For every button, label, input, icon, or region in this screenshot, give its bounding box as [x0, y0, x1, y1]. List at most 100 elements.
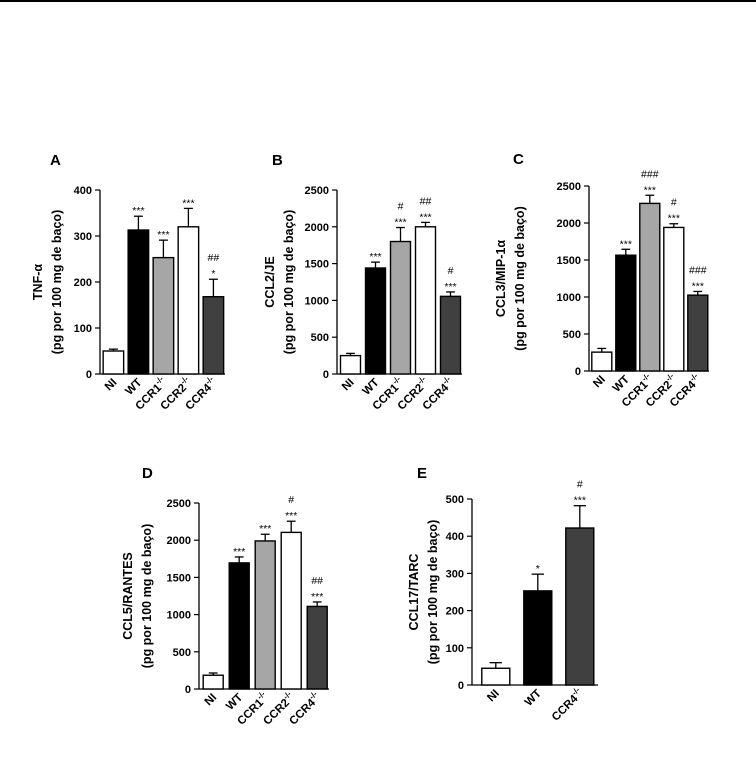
panel-c: C 0 500 1000 1500 2000 2500 CCL3/MIP-1α (pg por … [494, 151, 709, 410]
panel-label: B [272, 152, 283, 169]
category-base: CCR2 [261, 697, 292, 728]
y-tick-label: 0 [323, 369, 329, 381]
significance-stars: *** [574, 495, 586, 507]
top-rule [0, 0, 756, 2]
y-tick-label: 100 [74, 323, 92, 335]
category-label: NI [103, 377, 120, 394]
significance-stars: * [211, 268, 215, 280]
panel-d: D 0 500 1000 1500 2000 2500 CCL5/RANTES (pg por … [121, 465, 329, 728]
category-label: NI [591, 374, 608, 391]
bar [663, 226, 685, 372]
y-axis-subtitle: (pg por 100 mg de baço) [50, 210, 64, 354]
category-base: CCR2 [159, 382, 190, 413]
significance-hash: # [448, 265, 454, 277]
significance-stars: *** [259, 523, 271, 535]
y-tick-label: 300 [74, 231, 92, 243]
significance-hash: ## [311, 575, 323, 587]
significance-hash: # [577, 479, 583, 491]
category-superscript: -/- [204, 374, 216, 386]
y-tick-label: 1000 [305, 295, 329, 307]
significance-stars: *** [369, 251, 381, 263]
category-base: NI [485, 688, 502, 705]
category-superscript: -/- [416, 374, 428, 386]
category-superscript: -/- [154, 374, 166, 386]
category-base: WT [523, 688, 544, 709]
y-tick-label: 400 [74, 185, 92, 197]
panel-label: A [50, 152, 61, 169]
bar [202, 296, 225, 375]
significance-stars: *** [419, 211, 431, 223]
bar [615, 254, 637, 372]
category-base: CCR4 [550, 693, 581, 724]
category-superscript: -/- [391, 374, 403, 386]
bar [306, 605, 328, 690]
y-tick-label: 2000 [305, 222, 329, 234]
significance-hash: # [288, 494, 294, 506]
significance-hash: # [398, 201, 404, 213]
significance-stars: *** [132, 205, 144, 217]
y-axis-subtitle: (pg por 100 mg de baço) [140, 524, 154, 668]
panel-label: E [417, 465, 427, 482]
y-axis-subtitle: (pg por 100 mg de baço) [513, 206, 527, 350]
bar [254, 540, 276, 690]
significance-hash: ### [689, 264, 707, 276]
category-label: NI [485, 688, 502, 705]
category-base: CCR2 [396, 382, 427, 413]
y-tick-label: 1000 [557, 292, 581, 304]
panel-e: E 0 100 200 300 400 500 CCL17/TARC (pg por 100 m… [407, 465, 598, 724]
y-tick-label: 400 [446, 531, 464, 543]
category-superscript: -/- [688, 371, 700, 383]
y-tick-label: 0 [458, 680, 464, 692]
category-superscript: -/- [441, 374, 453, 386]
category-base: NI [591, 374, 608, 391]
bar [339, 354, 362, 375]
bar [687, 294, 709, 372]
bar [389, 240, 412, 375]
significance-stars: *** [157, 229, 169, 241]
y-tick-label: 0 [185, 684, 191, 696]
y-tick-label: 200 [446, 606, 464, 618]
significance-stars: *** [444, 281, 456, 293]
category-base: CCR4 [421, 382, 452, 413]
y-axis-title: CCL3/MIP-1α [494, 240, 508, 317]
category-superscript: -/- [179, 374, 191, 386]
bar [364, 267, 387, 375]
significance-stars: *** [233, 546, 245, 558]
y-tick-label: 2500 [305, 185, 329, 197]
y-tick-label: 2000 [167, 535, 191, 547]
significance-stars: *** [182, 197, 194, 209]
category-base: CCR4 [287, 697, 318, 728]
y-tick-label: 2000 [557, 218, 581, 230]
y-tick-label: 500 [173, 647, 191, 659]
significance-stars: *** [668, 213, 680, 225]
category-base: WT [224, 692, 245, 713]
bar [177, 226, 200, 375]
y-tick-label: 300 [446, 568, 464, 580]
category-superscript: -/- [307, 689, 319, 701]
bar [523, 590, 553, 686]
y-tick-label: 0 [575, 366, 581, 378]
category-label: WT [224, 692, 245, 713]
y-tick-label: 2500 [167, 498, 191, 510]
panel-label: C [513, 151, 524, 168]
y-tick-label: 500 [446, 494, 464, 506]
significance-hash: # [671, 197, 677, 209]
panel-b: B 0 500 1000 1500 2000 2500 CCL2/JE (pg por 100 … [263, 152, 462, 413]
significance-stars: *** [644, 184, 656, 196]
category-superscript: -/- [640, 371, 652, 383]
y-axis-subtitle: (pg por 100 mg de baço) [282, 210, 296, 354]
y-tick-label: 500 [311, 332, 329, 344]
bar [102, 350, 125, 375]
category-label: NI [203, 692, 220, 709]
category-label: WT [360, 377, 381, 398]
category-base: CCR4 [184, 382, 215, 413]
category-base: NI [203, 692, 220, 709]
bar [481, 667, 511, 686]
y-tick-label: 500 [563, 329, 581, 341]
category-label: CCR4-/- [548, 685, 586, 723]
y-tick-label: 2500 [557, 181, 581, 193]
y-axis-title: CCL17/TARC [407, 554, 421, 631]
bar [127, 229, 150, 375]
y-tick-label: 0 [86, 369, 92, 381]
significance-stars: *** [620, 238, 632, 250]
